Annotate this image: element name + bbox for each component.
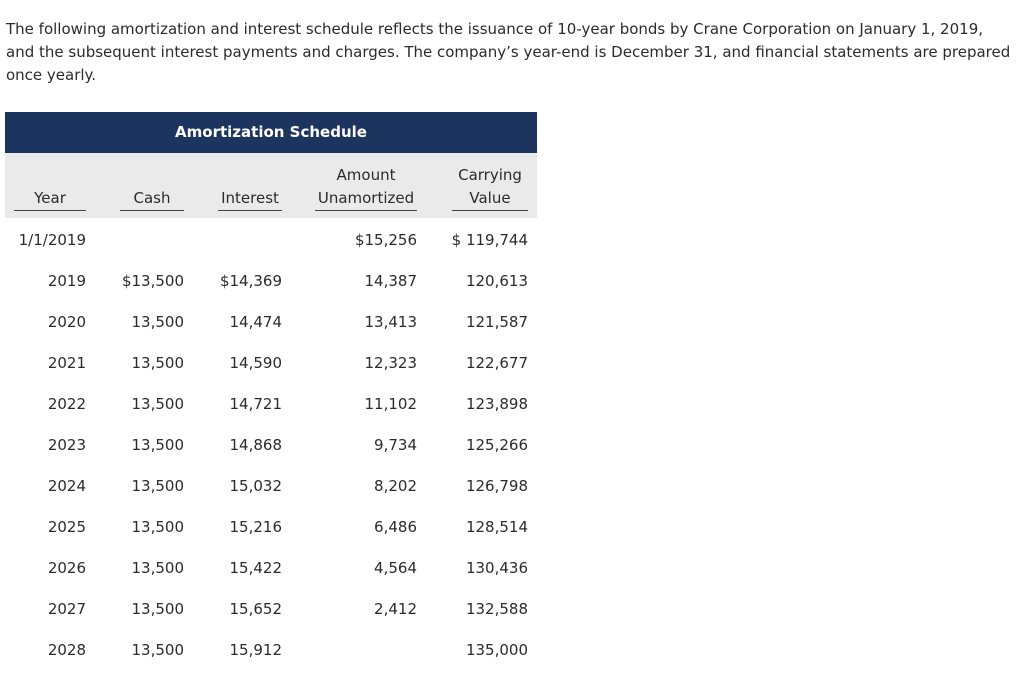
table-cell: 2027 [47,600,86,618]
table-cell: 13,500 [131,559,185,577]
table-cell: 4,564 [374,559,417,577]
table-cell: 13,500 [131,477,185,495]
table-cell: 121,587 [465,313,528,331]
table-cell: 13,413 [364,313,418,331]
table-cell: 2022 [47,395,86,413]
column-header: Amount Unamortized [315,158,417,211]
table-cell: 120,613 [465,272,528,290]
column-header: Year [14,158,86,211]
column-header: Carrying Value [452,158,528,211]
table-cell: 12,323 [364,354,418,372]
table-cell: 15,652 [229,600,283,618]
table-cell: $13,500 [121,272,184,290]
table-cell: 14,868 [229,436,283,454]
table-cell: 14,387 [364,272,418,290]
table-title: Amortization Schedule [5,112,537,153]
table-cell: 14,474 [229,313,283,331]
table-cell: 132,588 [465,600,528,618]
table-cell: 13,500 [131,313,185,331]
column-header: Interest [218,158,282,211]
table-cell: 1/1/2019 [18,231,86,249]
table-cell: 2023 [47,436,86,454]
table-cell: 13,500 [131,354,185,372]
table-cell: 135,000 [465,641,528,659]
table-cell: 123,898 [465,395,528,413]
table-cell: 2021 [47,354,86,372]
table-cell: 2019 [47,272,86,290]
table-cell: $15,256 [354,231,417,249]
table-cell: $ 119,744 [451,231,528,249]
table-cell: 15,422 [229,559,283,577]
table-cell: 125,266 [465,436,528,454]
table-cell: 2028 [47,641,86,659]
table-cell: 2024 [47,477,86,495]
table-cell: 13,500 [131,518,185,536]
table-cell: 2020 [47,313,86,331]
column-header: Cash [120,158,184,211]
table-cell: 14,590 [229,354,283,372]
table-cell: 11,102 [364,395,418,413]
intro-text: The following amortization and interest … [6,20,1011,84]
table-cell: $14,369 [219,272,282,290]
table-cell: 14,721 [229,395,283,413]
table-cell: 130,436 [465,559,528,577]
table-cell: 15,216 [229,518,283,536]
table-cell: 2,412 [374,600,417,618]
table-cell: 122,677 [465,354,528,372]
table-cell: 15,912 [229,641,283,659]
table-cell: 13,500 [131,395,185,413]
table-cell: 13,500 [131,436,185,454]
table-cell: 15,032 [229,477,283,495]
table-cell: 13,500 [131,600,185,618]
table-cell: 8,202 [374,477,417,495]
table-cell: 13,500 [131,641,185,659]
table-cell: 9,734 [374,436,417,454]
table-cell: 6,486 [374,518,417,536]
table-cell: 128,514 [465,518,528,536]
header-background [5,153,537,218]
table-cell: 2026 [47,559,86,577]
table-cell: 2025 [47,518,86,536]
table-cell: 126,798 [465,477,528,495]
